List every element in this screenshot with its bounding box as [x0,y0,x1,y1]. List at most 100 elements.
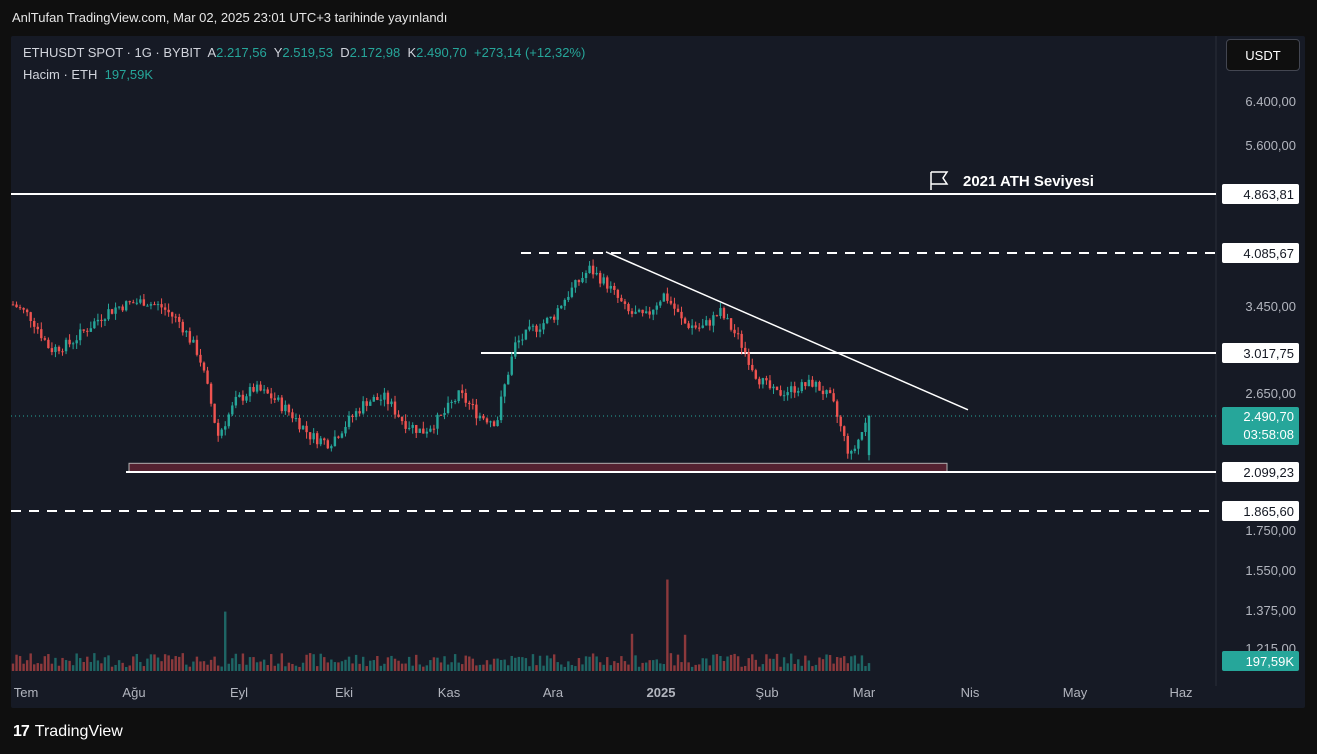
volume-bar [453,654,457,671]
candle-body [648,311,651,315]
candle-body [482,415,485,419]
volume-bar [485,660,489,671]
volume-bar [255,662,259,671]
candle-body [524,329,528,340]
candle-body [238,394,241,397]
volume-bar [620,656,623,671]
volume-bar [846,663,849,671]
volume-bar [715,654,719,671]
candle-body [655,305,658,310]
candle-body [846,435,849,454]
volume-bar [560,664,563,671]
candle-body [344,426,347,434]
volume-bar [687,662,690,671]
symbol-name[interactable]: ETHUSDT SPOT · 1G · BYBIT [23,45,201,60]
level-label: 4.863,81 [1243,187,1294,202]
candle-body [262,389,266,391]
candle-body [206,370,209,384]
volume-bar [248,657,252,671]
volume-bar [471,658,475,671]
candle-body [499,396,503,421]
publish-info: AnlTufan TradingView.com, Mar 02, 2025 2… [12,10,448,25]
candle-body [740,333,743,348]
volume-bar [422,666,425,671]
candle-body [850,451,853,454]
volume-bar [804,655,807,671]
last-price-label: 2.490,70 [1243,409,1294,424]
price-chart[interactable]: 2021 ATH Seviyesi 6.400,00 5.600,00 3.450,0… [11,36,1305,708]
volume-label-box [1222,651,1299,671]
candle-body [570,287,574,297]
price-axis-label: 1.750,00 [1245,523,1296,538]
candle-body [698,327,701,329]
volume-bar [156,657,160,671]
candle-body [514,342,517,357]
level-label: 3.017,75 [1243,346,1294,361]
volume-bar [333,662,337,671]
volume-bar [598,662,602,671]
volume-bar [641,662,644,671]
candle-body [747,352,750,365]
candle-body [531,325,535,327]
candle-body [64,339,68,352]
volume-bar [779,666,782,671]
candle-body [86,330,89,332]
volume-bar [160,661,163,671]
candle-body [340,433,344,438]
candle-body [789,386,793,393]
volume-bar [192,661,195,671]
candle-body [25,309,29,313]
volume-bar [736,656,740,671]
volume-bar [390,655,393,671]
candle-body [793,386,796,393]
candle-body [57,346,61,352]
candle-body [811,379,814,387]
volume-bar [659,663,662,671]
candle-body [354,411,358,417]
volume-bar [860,655,864,671]
candle-body [224,426,227,430]
candle-body [673,303,676,309]
volume-bar [86,656,89,671]
candle-body [453,401,457,403]
volume-bar [595,656,598,671]
candle-body [538,329,542,332]
candle-body [178,316,181,322]
volume-bar [142,666,146,671]
candle-body [839,416,842,427]
chart-panel[interactable]: 2021 ATH Seviyesi 6.400,00 5.600,00 3.450,0… [11,36,1305,708]
volume-bar [545,655,549,671]
candle-body [705,320,708,326]
volume-bar [11,663,15,671]
volume-label[interactable]: Hacim · ETH [23,67,98,82]
time-axis-label: Tem [14,685,39,700]
volume-bar [765,654,768,671]
level-label: 1.865,60 [1243,504,1294,519]
candle-body [429,428,432,432]
volume-bar [82,661,85,671]
volume-bar [121,662,124,671]
volume-bar [489,664,492,671]
volume-bar [25,660,29,671]
candle-body [255,384,259,392]
candle-body [358,411,361,414]
currency-button[interactable]: USDT [1226,39,1300,71]
volume-bar [761,664,765,671]
candle-body [36,326,39,330]
volume-bar [584,656,588,671]
volume-bar [206,664,209,671]
volume-bar [149,654,153,671]
candle-body [652,309,655,315]
candle-body [369,401,372,406]
tradingview-logo[interactable]: 17 TradingView [13,723,123,741]
candle-body [61,351,64,353]
volume-bar [153,654,156,671]
candle-body [496,420,499,427]
candle-body [326,440,330,449]
volume-bar [807,660,811,671]
volume-bar [662,664,666,671]
volume-bar [135,653,139,671]
volume-bar [29,653,32,671]
candle-body [291,412,294,419]
candle-body [323,438,326,441]
